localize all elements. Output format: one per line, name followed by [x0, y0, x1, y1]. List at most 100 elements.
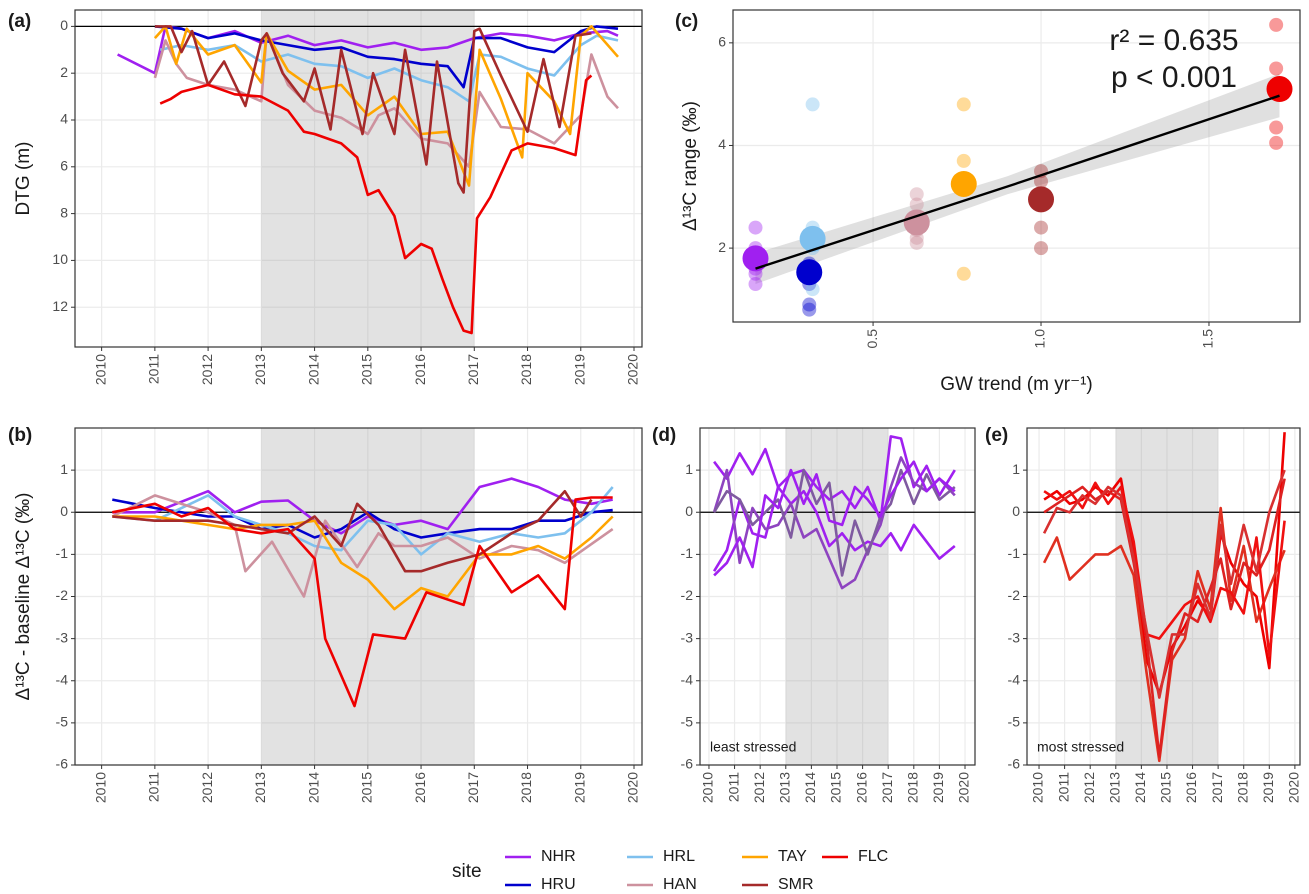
panel-label: (a) — [8, 11, 31, 32]
y-tick-label: 2 — [718, 239, 726, 255]
y-axis-title: DTG (m) — [13, 142, 34, 216]
point — [909, 197, 924, 212]
panel-label: (e) — [985, 425, 1008, 446]
panel-label: (c) — [675, 11, 698, 32]
point — [802, 297, 817, 312]
series-line — [713, 447, 956, 560]
x-tick-label: 2016 — [853, 772, 869, 803]
legend-label: FLC — [858, 848, 888, 865]
y-tick-label: -3 — [1008, 629, 1021, 645]
panel-label: (b) — [8, 425, 32, 446]
plot-background — [75, 10, 642, 347]
y-axis-title: Δ¹³C range (‰) — [680, 101, 701, 231]
y-tick-label: -6 — [1008, 756, 1021, 772]
y-tick-label: -5 — [681, 714, 694, 730]
x-tick-label: 2014 — [1132, 772, 1148, 803]
y-tick-label: -4 — [56, 671, 69, 687]
y-tick-label: -2 — [681, 587, 694, 603]
point — [956, 97, 971, 112]
y-tick-label: 4 — [60, 111, 68, 127]
x-tick-label: 2018 — [518, 772, 534, 803]
y-tick-label: -1 — [56, 545, 69, 561]
x-tick-label: 2017 — [465, 354, 481, 385]
series-line — [159, 74, 593, 335]
y-tick-label: 6 — [718, 34, 726, 50]
y-tick-label: -2 — [56, 587, 69, 603]
plot-frame — [74, 9, 643, 348]
mean-point — [903, 209, 930, 236]
x-tick-label: 2019 — [930, 772, 946, 803]
series-line — [112, 515, 614, 611]
series-line — [111, 494, 614, 598]
mean-point — [799, 225, 826, 252]
point — [1034, 220, 1049, 235]
mean-point — [950, 170, 977, 197]
legend-label: NHR — [541, 848, 576, 865]
mean-point — [796, 259, 823, 286]
point — [909, 235, 924, 250]
annotation: most stressed — [1037, 739, 1124, 755]
x-tick-label: 2020 — [1286, 772, 1302, 803]
series-line — [1043, 481, 1286, 657]
y-tick-label: 0 — [60, 503, 68, 519]
y-axis-title: Δ¹³C - baseline Δ¹³C (‰) — [13, 492, 34, 700]
x-tick-label: 2011 — [146, 772, 162, 802]
x-tick-label: 2013 — [252, 354, 268, 385]
plot-frame — [1026, 427, 1301, 766]
point — [1034, 174, 1049, 189]
point — [1269, 61, 1284, 76]
x-tick-label: 2015 — [359, 354, 375, 385]
y-tick-label: 1 — [60, 461, 68, 477]
series-line — [154, 25, 592, 194]
plot-frame — [732, 9, 1301, 323]
x-tick-label: 2012 — [1081, 772, 1097, 803]
series-line — [112, 496, 613, 708]
y-tick-label: 1 — [1012, 461, 1020, 477]
x-tick-label: 2011 — [146, 354, 162, 384]
y-tick-label: 0 — [685, 503, 693, 519]
x-tick-label: 2017 — [879, 772, 895, 803]
panel: 0.5 1.0 1.5 2 4 6 (c) Δ¹³C range (‰) GW trend (m… — [675, 9, 1301, 395]
plot-frame — [74, 427, 643, 766]
legend-label: TAY — [778, 848, 807, 865]
x-tick-label: 2011 — [725, 772, 741, 802]
y-tick-label: 4 — [718, 136, 726, 152]
y-tick-label: 6 — [60, 158, 68, 174]
annotation: least stressed — [710, 739, 796, 755]
y-tick-label: 12 — [52, 298, 68, 314]
point — [1269, 135, 1284, 150]
x-tick-label: 2011 — [1055, 772, 1071, 802]
panel: 2010 2011 2012 2013 2014 2015 2016 2017 2018 2019… — [8, 425, 643, 803]
shaded-period — [261, 10, 475, 347]
x-tick-label: 2012 — [199, 354, 215, 385]
x-tick-label: 2016 — [1183, 772, 1199, 803]
y-tick-label: -1 — [1008, 545, 1021, 561]
y-tick-label: -3 — [681, 629, 694, 645]
series-line — [713, 460, 956, 577]
legend-label: HRL — [663, 848, 695, 865]
y-tick-label: -4 — [681, 671, 694, 687]
x-tick-label: 1.0 — [1032, 329, 1048, 349]
y-tick-label: -2 — [1008, 587, 1021, 603]
panel: 2010 2011 2012 2013 2014 2015 2016 2017 2018 2019… — [8, 9, 643, 385]
annotation: r² = 0.635 — [1109, 24, 1238, 57]
y-tick-label: -3 — [56, 629, 69, 645]
point — [805, 97, 820, 112]
y-tick-label: -6 — [681, 756, 694, 772]
legend-label: SMR — [778, 876, 814, 893]
y-tick-label: -1 — [681, 545, 694, 561]
series-line — [1043, 478, 1286, 758]
y-tick-label: -5 — [56, 714, 69, 730]
mean-point — [1028, 186, 1055, 213]
series-line — [712, 456, 956, 590]
x-axis-title: GW trend (m yr⁻¹) — [940, 374, 1093, 395]
x-tick-label: 2013 — [1106, 772, 1122, 803]
panel-label: (d) — [652, 425, 676, 446]
y-tick-label: -5 — [1008, 714, 1021, 730]
series-line — [112, 486, 614, 556]
x-tick-label: 2014 — [305, 354, 321, 385]
x-tick-label: 2012 — [751, 772, 767, 803]
series-line — [112, 489, 593, 573]
point — [748, 220, 763, 235]
series-line — [1042, 469, 1286, 699]
